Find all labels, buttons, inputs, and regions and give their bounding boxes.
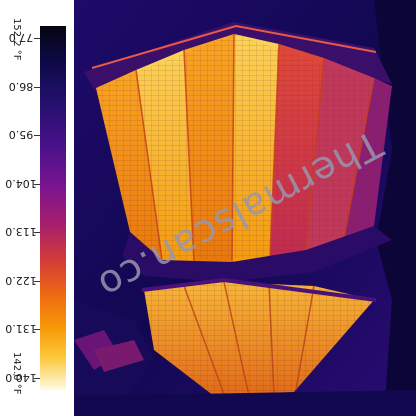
scale-tick-label: 104.0 — [5, 176, 37, 190]
scale-tick-mark — [34, 86, 40, 88]
scale-tick-label: 131.0 — [5, 322, 37, 336]
temperature-color-bar — [40, 26, 66, 390]
scale-tick-mark — [34, 329, 40, 331]
scale-tick-label: 95.0 — [8, 128, 34, 142]
scale-tick-label: 140.0 — [5, 371, 37, 384]
thermal-image — [74, 0, 416, 416]
scale-tick-mark — [34, 135, 40, 137]
scale-tick-label: 86.0 — [8, 79, 34, 93]
scale-tick-mark — [34, 232, 40, 234]
scale-tick-mark — [34, 183, 40, 185]
scale-tick-label: 113.0 — [5, 225, 37, 239]
scale-tick-label: 122.0 — [5, 273, 37, 287]
temperature-scale-panel: 152.2 °F 142.0 °F 140.0 131.0 122.0 113.0 10… — [0, 0, 74, 416]
scale-tick-label: 77.0 — [8, 31, 34, 44]
scale-tick-mark — [34, 38, 40, 39]
scale-tick-mark — [34, 280, 40, 282]
scale-max-reading: 152.2 °F — [11, 18, 22, 61]
scale-tick-mark — [34, 378, 40, 379]
